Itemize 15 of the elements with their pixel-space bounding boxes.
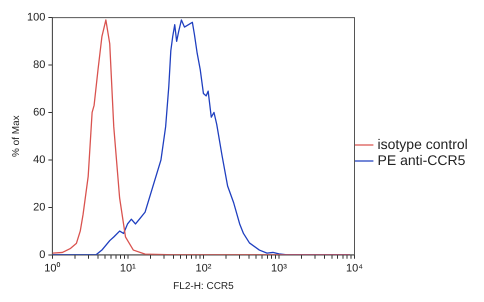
x-tick-label: 10⁰ [44, 261, 60, 274]
y-tick-label: 80 [33, 59, 46, 72]
y-tick-label: 60 [33, 106, 46, 119]
x-tick-label: 10¹ [120, 262, 136, 274]
x-tick-label: 10³ [271, 262, 288, 274]
x-tick-label: 10² [195, 262, 212, 274]
x-axis-title: FL2-H: CCR5 [173, 280, 234, 292]
y-tick-label: 40 [33, 154, 46, 166]
y-tick-label: 0 [39, 248, 46, 261]
y-tick-label: 20 [33, 201, 46, 214]
legend-label: isotype control [378, 136, 468, 152]
x-tick-label: 10⁴ [346, 262, 364, 274]
y-tick-label: 100 [26, 12, 46, 24]
legend-label: PE anti-CCR5 [378, 152, 466, 168]
y-axis-title: % of Max [10, 115, 22, 158]
